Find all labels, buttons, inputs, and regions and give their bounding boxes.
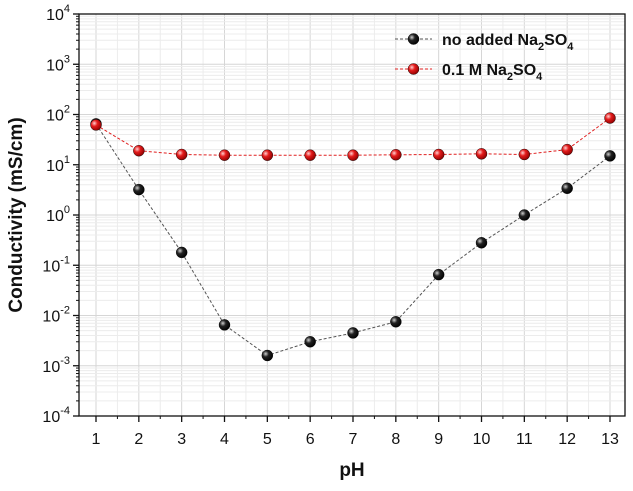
x-tick-label: 7 <box>349 431 358 448</box>
data-point-series-0 <box>261 349 274 362</box>
x-tick-label: 10 <box>473 431 491 448</box>
x-tick-label: 1 <box>92 431 101 448</box>
data-point-series-1 <box>475 148 488 160</box>
data-point-series-0 <box>347 327 359 339</box>
y-tick-label: 101 <box>46 154 70 175</box>
y-tick-label: 10-4 <box>42 405 70 426</box>
legend-label-1: 0.1 M Na2SO4 <box>442 62 543 83</box>
data-point-series-0 <box>175 246 188 259</box>
data-point-series-1 <box>90 119 102 131</box>
x-tick-label: 11 <box>516 431 533 448</box>
x-tick-label: 8 <box>391 431 400 448</box>
x-tick-label: 13 <box>601 431 619 448</box>
data-point-series-1 <box>133 145 145 157</box>
y-tick-label: 103 <box>46 53 70 74</box>
data-point-series-0 <box>604 150 616 162</box>
y-tick-label: 10-2 <box>42 305 70 326</box>
data-point-series-0 <box>432 268 445 281</box>
x-tick-label: 5 <box>263 431 272 448</box>
data-point-series-0 <box>475 237 488 249</box>
y-axis-ticks: 104 103 102 101 100 10-1 10-2 10-3 10-4 <box>42 3 79 426</box>
data-point-series-0 <box>304 336 316 348</box>
x-tick-label: 2 <box>134 431 143 448</box>
data-point-series-1 <box>432 148 445 161</box>
legend-label-0: no added Na2SO4 <box>442 32 574 53</box>
x-tick-label: 4 <box>220 431 229 448</box>
data-point-series-1 <box>175 148 188 161</box>
y-tick-label: 102 <box>46 104 70 125</box>
grid-lines <box>79 14 625 416</box>
data-point-series-1 <box>347 149 359 161</box>
y-tick-label: 100 <box>46 204 70 225</box>
y-tick-label: 104 <box>46 3 70 24</box>
data-point-series-0 <box>561 182 573 194</box>
data-point-series-1 <box>518 148 531 161</box>
data-point-series-1 <box>604 112 616 124</box>
y-tick-label: 10-3 <box>42 355 70 376</box>
x-axis-title: pH <box>339 460 364 481</box>
data-point-series-1 <box>261 149 274 161</box>
data-point-series-0 <box>218 319 231 331</box>
data-point-series-0 <box>518 209 531 221</box>
legend-marker-1 <box>407 63 420 75</box>
y-tick-label: 10-1 <box>42 254 70 275</box>
data-point-series-0 <box>133 183 145 196</box>
data-points <box>90 112 616 362</box>
y-axis-title: Conductivity (mS/cm) <box>6 117 27 312</box>
x-tick-label: 9 <box>434 431 443 448</box>
legend: no added Na2SO4 0.1 M Na2SO4 <box>395 32 574 83</box>
x-tick-label: 12 <box>558 431 576 448</box>
x-tick-label: 6 <box>306 431 315 448</box>
x-axis-ticks: 1 2 3 4 5 6 7 8 9 10 11 12 13 <box>92 416 619 448</box>
data-point-series-1 <box>390 149 402 161</box>
x-tick-label: 3 <box>177 431 186 448</box>
data-point-series-1 <box>561 143 573 156</box>
data-point-series-0 <box>390 316 402 328</box>
data-point-series-1 <box>304 149 316 161</box>
data-point-series-1 <box>218 149 231 161</box>
legend-marker-0 <box>407 33 420 45</box>
